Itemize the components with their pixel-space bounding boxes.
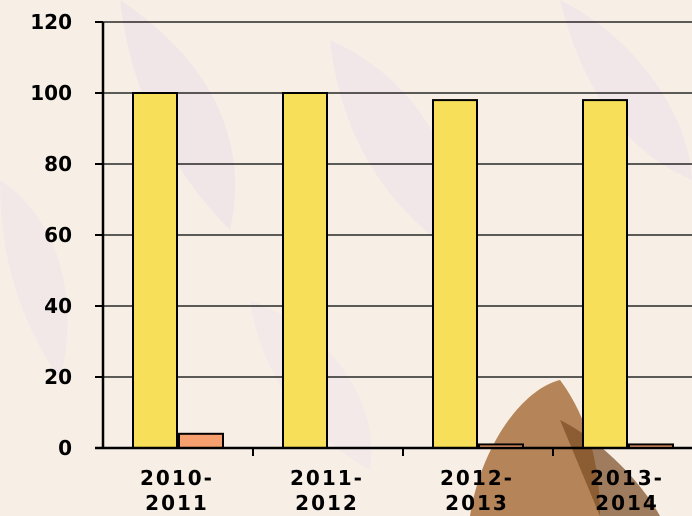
y-tick-label: 0 (58, 436, 72, 460)
x-tick-label: 2012- (440, 466, 514, 490)
x-tick-label: 2014 (595, 491, 659, 515)
y-tick-label: 60 (44, 223, 72, 247)
bar (178, 432, 224, 449)
y-tick-label: 80 (44, 152, 72, 176)
y-tick-label: 40 (44, 294, 72, 318)
y-tick-label: 20 (44, 365, 72, 389)
bar (432, 99, 478, 449)
axes (95, 21, 692, 456)
bar (282, 92, 328, 449)
petal-shape (0, 180, 68, 380)
bar (132, 92, 178, 449)
x-tick-label: 2012 (295, 491, 359, 515)
x-tick-label: 2013 (445, 491, 509, 515)
petal-shape (560, 0, 692, 180)
x-tick-label: 2011- (290, 466, 364, 490)
x-tick-labels: 2010-2011 2011-2012 2012-2013 2013-2014 (140, 466, 664, 515)
x-tick-label: 2011 (145, 491, 209, 515)
bars (132, 92, 674, 450)
x-tick-label: 2013- (590, 466, 664, 490)
y-tick-label: 120 (30, 10, 72, 34)
y-tick-labels: 0 20 40 60 80 100 120 (30, 10, 72, 460)
y-tick-label: 100 (30, 81, 72, 105)
x-tick-label: 2010- (140, 466, 214, 490)
bar (582, 99, 628, 449)
